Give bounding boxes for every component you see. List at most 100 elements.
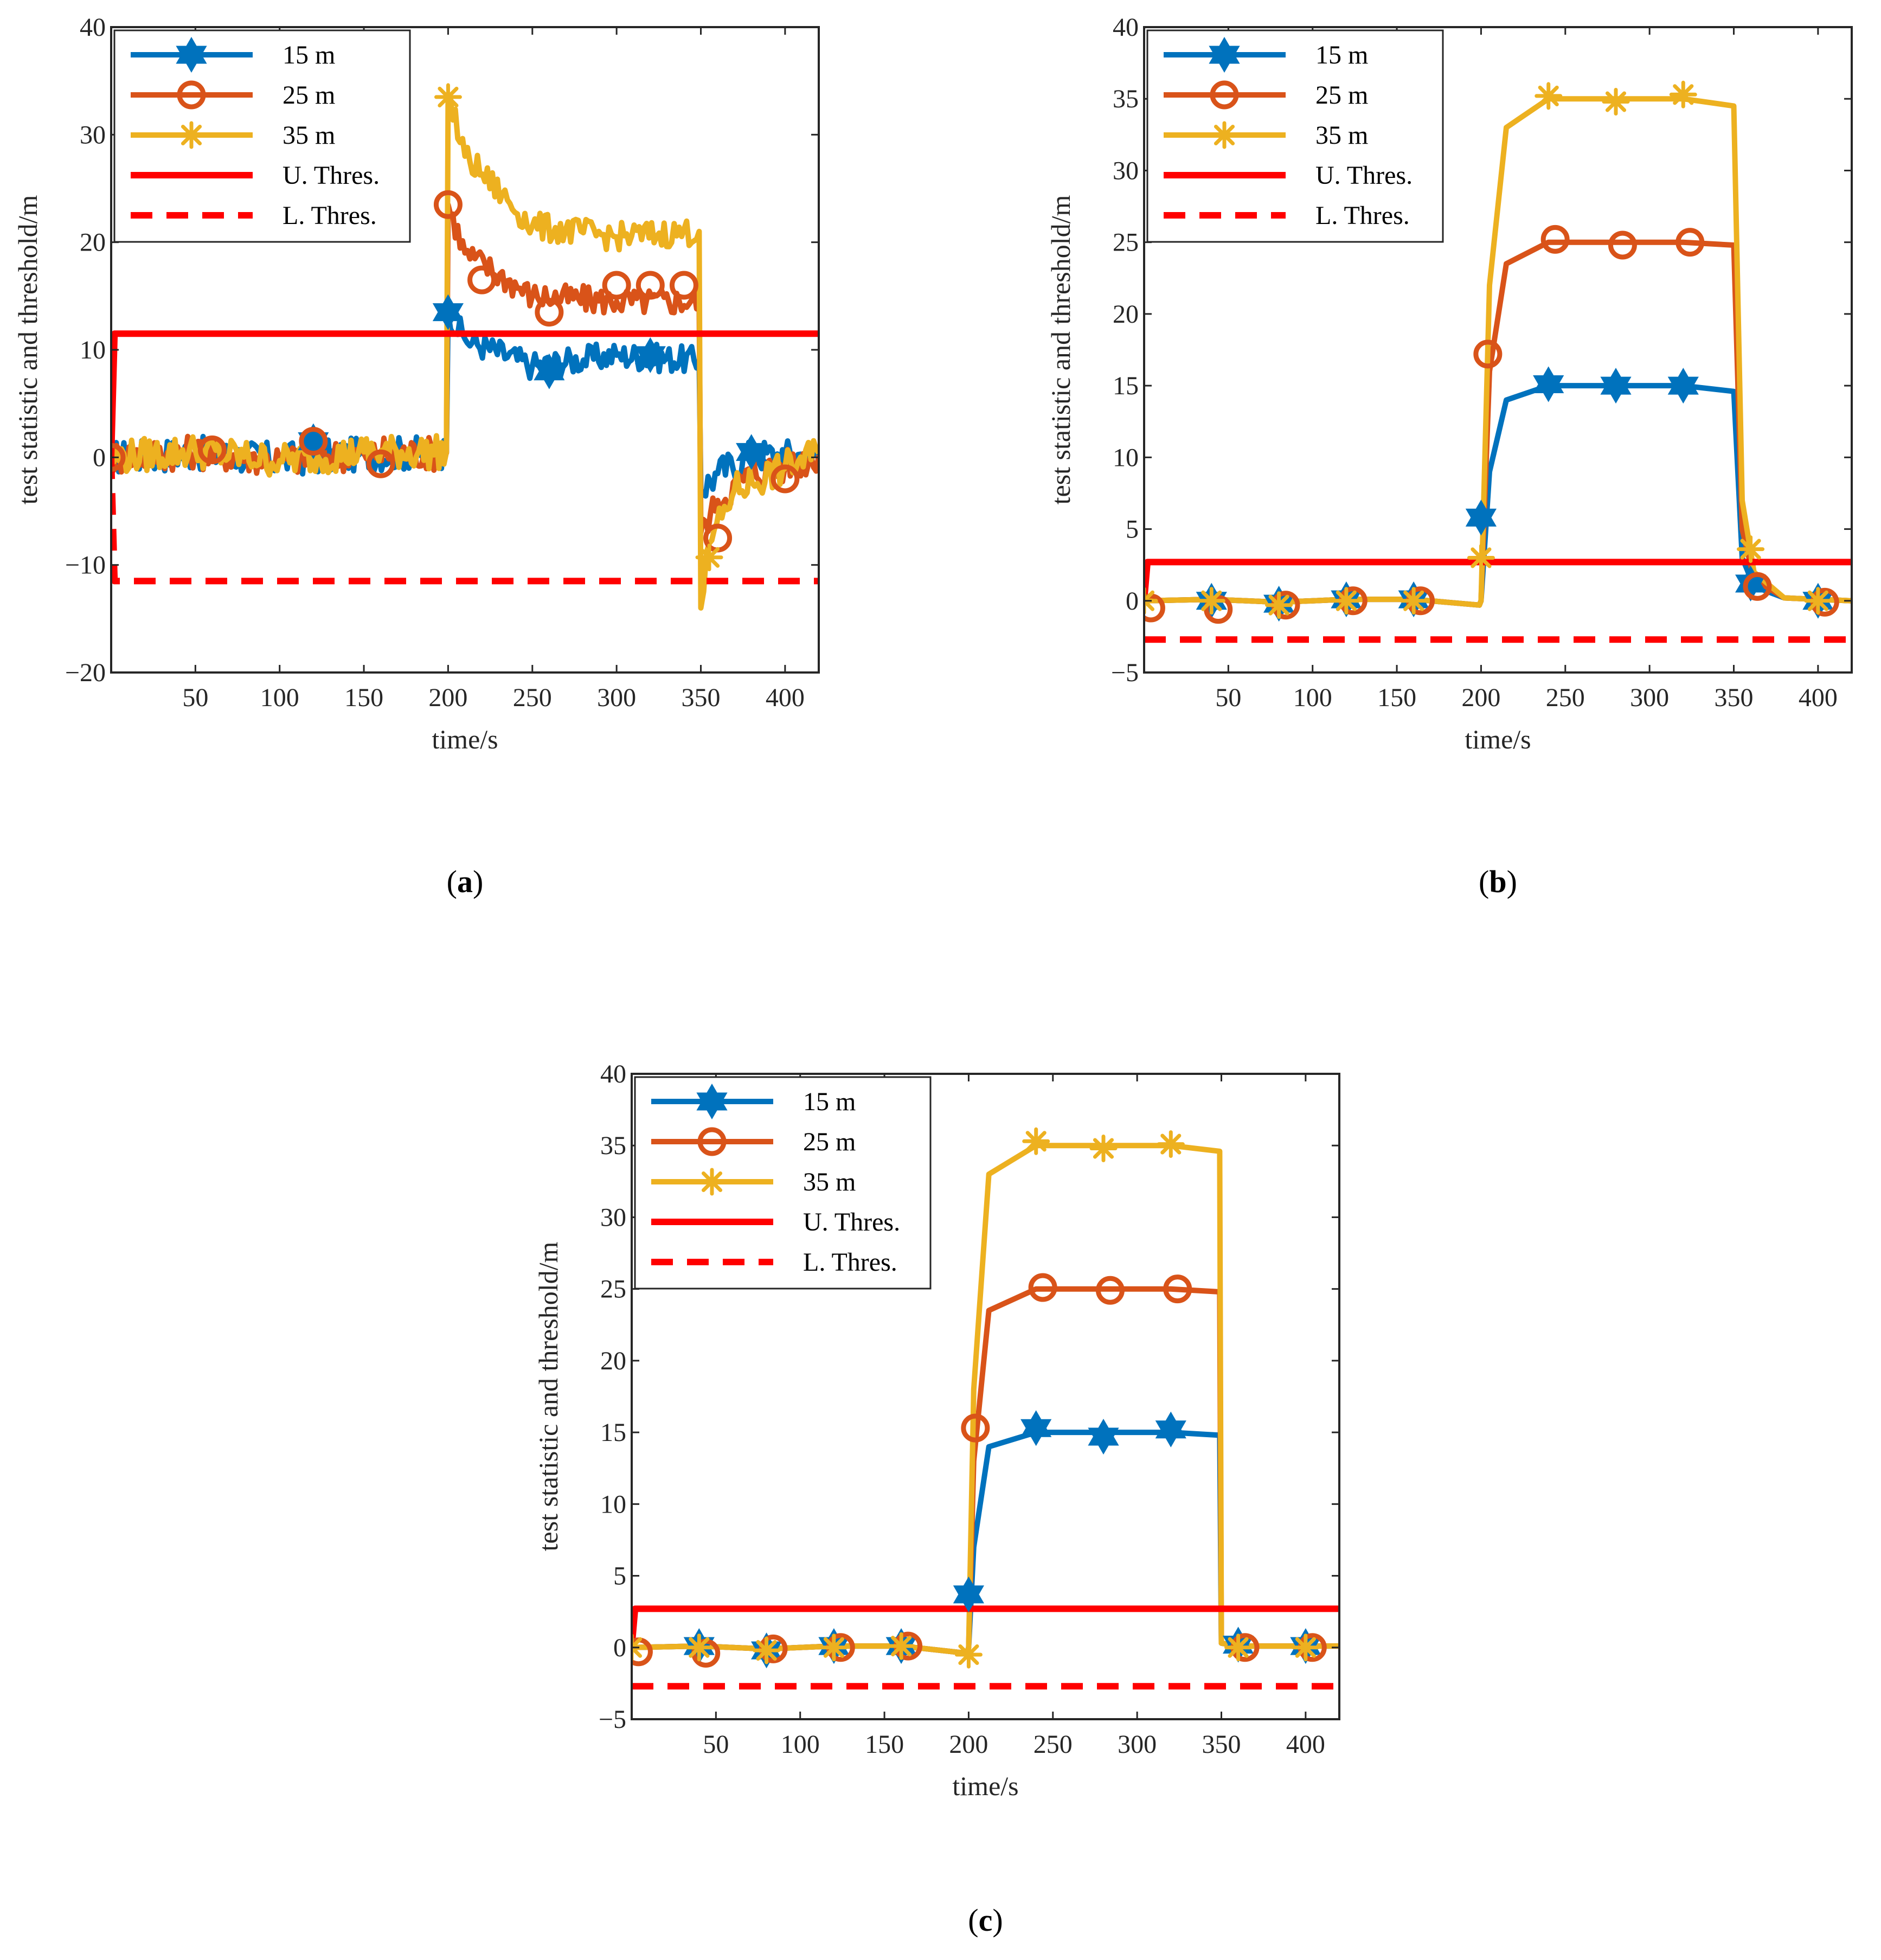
y-tick-label: 5 xyxy=(613,1562,626,1591)
marker-35-m xyxy=(695,543,723,572)
x-axis-label: time/s xyxy=(952,1771,1018,1801)
marker-35-m xyxy=(954,1641,983,1669)
panel-caption: (b) xyxy=(1479,864,1517,899)
y-tick-label: 35 xyxy=(600,1131,626,1160)
x-tick-label: 100 xyxy=(260,683,299,712)
x-tick-label: 300 xyxy=(1630,683,1669,712)
marker-15-m xyxy=(298,423,329,459)
marker-15-m xyxy=(634,337,666,373)
x-tick-label: 200 xyxy=(428,683,467,712)
marker-35-m xyxy=(1535,82,1563,110)
marker-35-m xyxy=(685,1634,713,1662)
y-tick-label: 0 xyxy=(613,1634,626,1662)
marker-25-m xyxy=(669,271,698,300)
y-tick-label: 0 xyxy=(93,443,106,472)
marker-25-m xyxy=(299,427,328,456)
marker-25-m xyxy=(602,271,631,300)
y-tick-label: 20 xyxy=(1113,300,1139,329)
legend-label: U. Thres. xyxy=(283,161,380,190)
series-line-l-thres- xyxy=(111,457,819,585)
y-tick-label: 40 xyxy=(80,13,106,42)
plot-lines xyxy=(1144,80,1852,643)
x-tick-label: 350 xyxy=(1202,1730,1241,1759)
y-tick-label: 30 xyxy=(80,120,106,149)
x-axis-label: time/s xyxy=(1465,724,1531,754)
x-tick-label: 50 xyxy=(1215,683,1241,712)
marker-35-m xyxy=(1022,1127,1050,1155)
marker-25-m xyxy=(366,449,395,478)
series-line-u-thres- xyxy=(111,330,819,458)
x-tick-label: 250 xyxy=(1033,1730,1073,1759)
chart-panel-c: 50 100 150 200 250 300 350 400 −5 0 5 10 15 20 25 30 35 4… xyxy=(533,1060,1340,1938)
x-tick-label: 200 xyxy=(1461,683,1500,712)
legend-label: L. Thres. xyxy=(1315,201,1410,230)
x-tick-label: 150 xyxy=(344,683,383,712)
y-tick-label: 15 xyxy=(1113,371,1139,400)
chart-panel-a: 50 100 150 200 250 300 350 400 −20 −10 0 10 20 30 40 ti… xyxy=(12,13,820,899)
y-tick-label: 25 xyxy=(600,1275,626,1304)
y-axis-label: test statistic and threshold/m xyxy=(12,195,43,505)
marker-25-m xyxy=(1163,1274,1192,1304)
marker-25-m xyxy=(1473,340,1503,369)
marker-35-m xyxy=(1265,591,1293,619)
marker-35-m xyxy=(1804,587,1832,615)
legend-marker xyxy=(696,1084,728,1119)
marker-35-m xyxy=(753,1636,781,1664)
x-tick-label: 250 xyxy=(513,683,552,712)
marker-15-m xyxy=(1020,1410,1052,1446)
legend: 15 m 25 m 35 m U. Thres. L. Thres. xyxy=(113,29,411,243)
marker-15-m xyxy=(1600,368,1632,404)
marker-25-m xyxy=(1675,228,1705,257)
x-tick-label: 350 xyxy=(1715,683,1754,712)
y-tick-label: 15 xyxy=(600,1418,626,1447)
marker-35-m xyxy=(1292,1634,1320,1662)
legend-label: U. Thres. xyxy=(803,1208,900,1237)
marker-25-m xyxy=(771,464,800,494)
marker-15-m xyxy=(1533,366,1564,402)
y-tick-label: 30 xyxy=(1113,156,1139,185)
panel-caption: (a) xyxy=(447,864,484,899)
chart-panel-b: 50 100 150 200 250 300 350 400 −5 0 5 10 15 20 25 30 35 4… xyxy=(1045,13,1853,899)
marker-15-m xyxy=(1465,499,1497,536)
legend: 15 m 25 m 35 m U. Thres. L. Thres. xyxy=(1146,29,1444,243)
marker-25-m xyxy=(635,271,665,300)
marker-35-m xyxy=(1602,88,1630,116)
x-tick-label: 150 xyxy=(865,1730,904,1759)
x-tick-label: 400 xyxy=(1286,1730,1325,1759)
x-tick-label: 50 xyxy=(182,683,208,712)
y-tick-label: 35 xyxy=(1113,85,1139,113)
series-line-35-m xyxy=(1144,96,1852,608)
x-tick-label: 150 xyxy=(1377,683,1416,712)
marker-35-m xyxy=(820,1634,848,1662)
marker-35-m xyxy=(1332,587,1360,615)
y-tick-label: 40 xyxy=(600,1060,626,1088)
legend-label: L. Thres. xyxy=(283,201,377,230)
legend-marker xyxy=(698,1168,726,1196)
marker-25-m xyxy=(1028,1273,1057,1302)
marker-25-m xyxy=(1743,572,1772,601)
y-tick-label: 30 xyxy=(600,1203,626,1232)
legend-marker xyxy=(177,121,206,149)
marker-35-m xyxy=(1089,1135,1118,1163)
legend-label: 35 m xyxy=(283,121,335,150)
marker-25-m xyxy=(1204,595,1233,624)
x-tick-label: 50 xyxy=(703,1730,729,1759)
y-tick-label: 10 xyxy=(600,1490,626,1519)
legend-label: 15 m xyxy=(803,1087,856,1116)
legend-marker xyxy=(1209,37,1240,73)
y-tick-label: 25 xyxy=(1113,228,1139,257)
marker-35-m xyxy=(1399,587,1428,615)
axes-box xyxy=(631,1073,1340,1720)
marker-35-m xyxy=(1224,1634,1253,1662)
marker-35-m xyxy=(632,1634,646,1662)
y-tick-label: 0 xyxy=(1126,587,1139,616)
marker-25-m xyxy=(1540,225,1570,254)
legend-marker xyxy=(177,80,206,110)
marker-25-m xyxy=(961,1413,990,1443)
y-tick-label: 20 xyxy=(600,1347,626,1375)
legend-marker xyxy=(1210,121,1238,149)
y-tick-label: 20 xyxy=(80,228,106,257)
y-tick-label: −5 xyxy=(1111,658,1139,687)
series-line-35-m xyxy=(632,1143,1339,1656)
y-axis-label: test statistic and threshold/m xyxy=(1045,195,1076,505)
